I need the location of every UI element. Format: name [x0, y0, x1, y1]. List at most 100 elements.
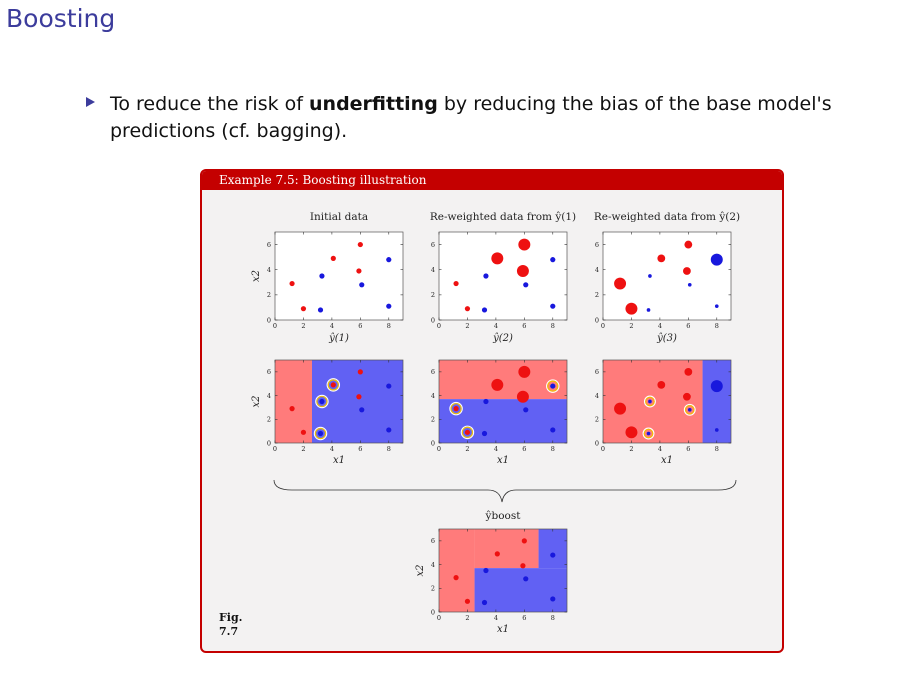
y-tick-label: 4	[595, 392, 599, 400]
misclassified-ring	[327, 379, 339, 391]
data-point-red	[518, 365, 531, 378]
data-point-red	[330, 255, 336, 261]
data-point-red	[356, 394, 362, 400]
data-point-red	[521, 538, 527, 544]
data-point-blue	[710, 253, 723, 266]
y-tick-label: 2	[431, 416, 435, 424]
data-point-blue	[523, 282, 529, 288]
plot-frame	[274, 359, 404, 444]
decision-region-red	[275, 360, 312, 443]
example-header: Example 7.5: Boosting illustration	[202, 171, 782, 190]
x-tick-label: 6	[522, 614, 526, 622]
data-point-blue	[687, 282, 692, 287]
misclassified-ring	[460, 425, 475, 440]
data-point-red	[520, 563, 526, 569]
x-tick-label: 2	[629, 322, 633, 330]
decision-region-red	[439, 529, 475, 612]
y-tick-label: 0	[431, 316, 435, 324]
data-point-red	[491, 378, 504, 391]
data-point-red	[516, 390, 529, 403]
y-tick-label: 2	[595, 291, 599, 299]
x-tick-label: 8	[715, 322, 719, 330]
data-point-red	[683, 267, 691, 275]
boosting-figure: 0 2 4 6 8 0 2 4 6 Initial data x2 ŷ(1) 0 2 4 6 8 0 2 4 6 Re-w…	[251, 210, 740, 635]
y-tick-label: 2	[267, 416, 271, 424]
data-point-blue	[646, 308, 651, 312]
bullet-emphasis: underfitting	[309, 93, 438, 115]
data-point-blue	[481, 430, 488, 437]
y-tick-label: 6	[431, 241, 435, 249]
data-point-red	[516, 264, 529, 277]
misclassified-ring	[645, 396, 655, 407]
misclassified-ring	[643, 428, 654, 439]
y-tick-label: 6	[431, 537, 435, 545]
x-tick-label: 8	[387, 445, 391, 453]
data-point-red	[657, 254, 666, 263]
data-point-red	[518, 238, 531, 251]
data-point-red	[300, 429, 307, 435]
plot-frame	[274, 231, 404, 321]
data-point-red	[357, 241, 363, 248]
x-axis-label: x1	[497, 624, 509, 635]
x-tick-label: 8	[551, 445, 555, 453]
x-tick-label: 0	[437, 322, 441, 330]
data-point-blue	[550, 257, 556, 263]
misclassified-ring	[684, 405, 695, 415]
data-point-blue	[359, 282, 365, 288]
panel-caption: ŷ(2)	[492, 333, 513, 344]
y-tick-label: 6	[267, 241, 271, 249]
decision-region-blue	[439, 399, 567, 443]
y-tick-label: 6	[595, 368, 599, 376]
data-point-red	[300, 306, 307, 312]
y-tick-label: 0	[431, 608, 435, 616]
x-tick-label: 0	[601, 445, 605, 453]
plot-frame	[438, 528, 568, 613]
data-point-blue	[386, 257, 392, 263]
data-point-red	[453, 406, 459, 412]
data-point-blue	[317, 430, 324, 437]
plot-area	[275, 232, 403, 320]
panel-data-3: 0 2 4 6 8 0 2 4 6 Re-weighted data from ŷ(2) ŷ(3)	[594, 210, 740, 344]
bullet-point: To reduce the risk of underfitting by re…	[86, 91, 876, 145]
data-point-red	[614, 277, 627, 290]
y-tick-label: 4	[431, 561, 435, 569]
x-tick-label: 2	[465, 322, 469, 330]
x-tick-label: 0	[273, 445, 277, 453]
data-point-red	[330, 382, 336, 388]
bullet-triangle-icon	[86, 97, 95, 107]
y-tick-label: 6	[431, 368, 435, 376]
decision-region-red	[439, 360, 567, 400]
data-point-red	[289, 406, 295, 412]
data-point-blue	[550, 427, 556, 433]
data-point-blue	[386, 303, 392, 309]
x-tick-label: 4	[494, 614, 498, 622]
panel-model-2: 0 2 4 6 8 0 2 4 6 x1	[431, 359, 568, 466]
y-tick-label: 0	[595, 316, 599, 324]
x-tick-label: 0	[437, 445, 441, 453]
y-axis-label: x2	[251, 270, 262, 282]
x-tick-label: 4	[494, 445, 498, 453]
data-point-red	[684, 367, 693, 376]
data-point-blue	[648, 399, 652, 404]
data-point-red	[356, 268, 362, 274]
misclassified-ring	[683, 403, 696, 416]
misclassified-ring	[315, 394, 329, 409]
misclassified-ring	[642, 427, 655, 440]
misclassified-ring	[546, 379, 560, 393]
data-point-blue	[386, 383, 392, 389]
x-tick-label: 2	[629, 445, 633, 453]
x-tick-label: 6	[686, 445, 690, 453]
data-point-red	[289, 280, 295, 287]
panel-title: Re-weighted data from ŷ(2)	[594, 210, 740, 223]
data-point-red	[494, 551, 500, 557]
x-tick-label: 4	[330, 322, 334, 330]
data-point-red	[657, 381, 666, 389]
panel-boost: 0 2 4 6 8 0 2 4 6 ŷboost x1 x2	[415, 509, 568, 635]
data-point-red	[625, 302, 638, 315]
data-point-red	[614, 402, 627, 415]
y-tick-label: 4	[595, 266, 599, 274]
x-tick-label: 4	[330, 445, 334, 453]
x-tick-label: 8	[715, 445, 719, 453]
x-tick-label: 6	[358, 322, 362, 330]
x-tick-label: 4	[658, 445, 662, 453]
